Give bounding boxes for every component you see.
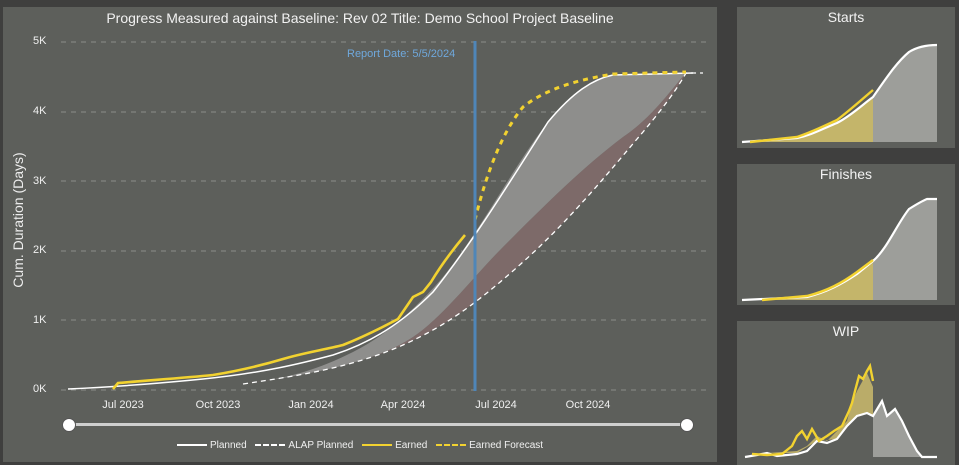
y-tick: 3K [33, 175, 47, 187]
chart-title: Progress Measured against Baseline: Rev … [106, 10, 614, 26]
alap-planned-line [242, 72, 703, 385]
dashed-line-icon [255, 444, 286, 446]
y-tick: 0K [33, 383, 47, 395]
solid-line-icon [362, 444, 393, 446]
main-plot-area [61, 41, 708, 391]
solid-line-icon [176, 444, 207, 446]
dashed-line-icon [436, 444, 467, 446]
legend-item-earned[interactable]: Earned [362, 440, 427, 451]
earned-line [112, 234, 466, 390]
date-range-slider[interactable] [70, 423, 690, 426]
earned-forecast-line [473, 70, 687, 221]
x-tick: Apr 2024 [380, 399, 426, 411]
slider-end-handle[interactable] [680, 418, 694, 432]
slider-start-handle[interactable] [62, 418, 76, 432]
wip-title: WIP [832, 323, 860, 339]
planned-line [67, 72, 694, 390]
wip-chart-panel: WIP [737, 321, 955, 465]
main-chart-panel: Progress Measured against Baseline: Rev … [3, 7, 717, 462]
finishes-plot [741, 197, 937, 302]
legend-item-planned[interactable]: Planned [176, 440, 247, 451]
y-tick: 1K [33, 314, 47, 326]
x-tick: Oct 2024 [565, 399, 611, 411]
x-tick: Jul 2024 [475, 399, 517, 411]
legend: Planned ALAP Planned Earned Earned Forec… [3, 438, 717, 451]
planned-band [243, 73, 686, 384]
x-tick: Jan 2024 [288, 399, 334, 411]
y-tick: 5K [33, 35, 47, 47]
y-tick: 2K [33, 244, 47, 256]
starts-title: Starts [827, 9, 865, 25]
legend-item-earned-forecast[interactable]: Earned Forecast [436, 440, 543, 451]
finishes-title: Finishes [819, 166, 873, 182]
wip-plot [744, 362, 937, 459]
finishes-chart-panel: Finishes [737, 164, 955, 305]
starts-chart-panel: Starts [737, 7, 955, 148]
starts-plot [741, 43, 938, 144]
x-tick: Jul 2023 [102, 399, 144, 411]
x-tick: Oct 2023 [195, 399, 241, 411]
legend-item-alap-planned[interactable]: ALAP Planned [255, 440, 353, 451]
report-date-label: Report Date: 5/5/2024 [347, 48, 456, 60]
y-tick: 4K [33, 105, 47, 117]
